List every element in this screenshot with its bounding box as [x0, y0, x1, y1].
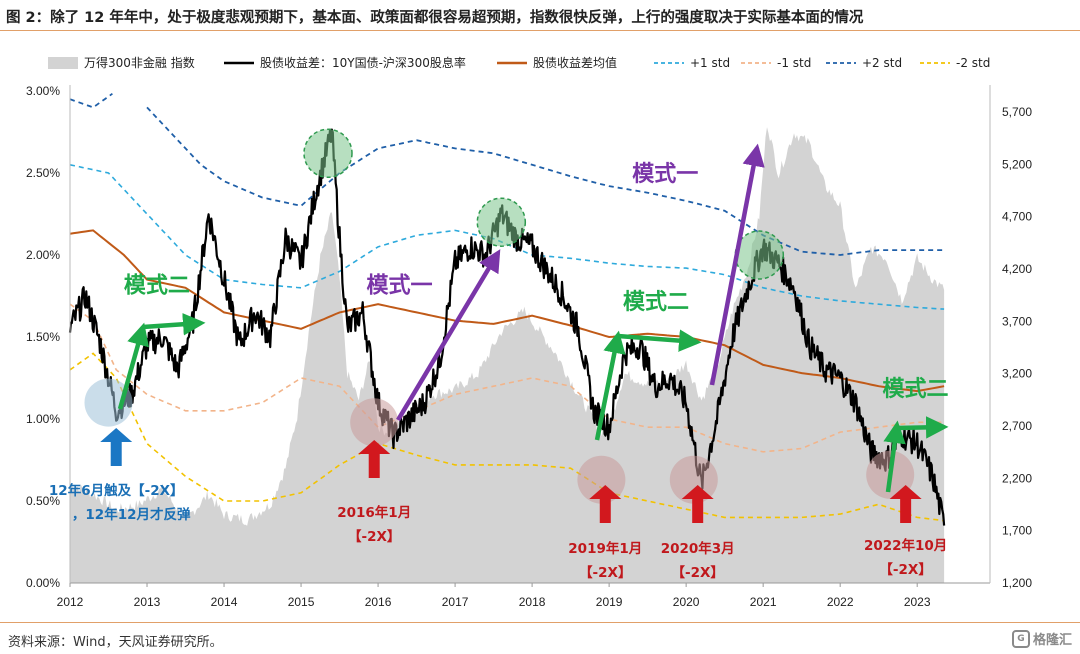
x-tick-label-2012: 2012	[57, 595, 84, 609]
legend-item-5: -1 std	[741, 56, 811, 70]
figure-title: 图 2：除了 12 年年中，处于极度悲观预期下，基本面、政策面都很容易超预期，指…	[6, 10, 864, 26]
y-right-tick-label-5: 3,700	[1002, 314, 1032, 328]
x-tick-label-2019: 2019	[596, 595, 623, 609]
y-right-tick-label-4: 3,200	[1002, 367, 1032, 381]
series-area-index	[70, 127, 945, 583]
legend-item-2: 股债收益差：10Y国债-沪深300股息率	[224, 55, 466, 70]
y-right-tick-label-2: 2,200	[1002, 471, 1032, 485]
series-line-mean	[69, 229, 945, 393]
highlight-circle-2	[303, 128, 353, 179]
y-left-tick-label-5: 2.50%	[26, 166, 60, 180]
highlight-circle-3	[350, 398, 399, 447]
event-label-1-line-1: 12年6月触及【-2X】	[49, 482, 184, 499]
pattern-arrow-up-2022	[883, 420, 906, 493]
x-tick-label-2022: 2022	[827, 595, 854, 609]
highlight-circle-1	[84, 378, 133, 427]
legend-label-3: 股债收益差均值	[533, 55, 617, 70]
event-label-3-line-1: 2019年1月	[568, 540, 642, 557]
watermark-text: 格隆汇	[1032, 633, 1072, 648]
series-line-2std-minus2	[69, 352, 945, 522]
y-left-tick-label-2: 1.00%	[26, 412, 60, 426]
title-divider	[0, 30, 1080, 31]
source-note: 资料来源：Wind，天风证券研究所。	[8, 635, 223, 650]
event-label-1-line-2: ，12年12月才反弹	[72, 506, 191, 523]
y-left-tick-label-3: 1.50%	[26, 330, 60, 344]
legend-label-1: 万得300非金融 指数	[84, 55, 195, 70]
event-arrow-1	[100, 428, 133, 466]
event-label-2-line-2: 【-2X】	[348, 529, 400, 545]
legend-label-2: 股债收益差：10Y国债-沪深300股息率	[260, 55, 466, 70]
y-right-tick-label-3: 2,700	[1002, 419, 1032, 433]
legend-item-1: 万得300非金融 指数	[48, 55, 195, 70]
series-line-2std-plus2-seg1	[146, 106, 945, 256]
x-tick-label-2016: 2016	[365, 595, 392, 609]
pattern-arrow-right-2022	[896, 416, 949, 439]
watermark-logo-icon: G	[1011, 629, 1030, 648]
event-arrow-5	[889, 485, 922, 523]
pattern-label-4: 模式二	[623, 290, 689, 315]
event-arrow-4	[681, 485, 714, 523]
series-line-2std-plus2-seg0	[69, 92, 113, 109]
y-right-tick-label-7: 4,700	[1002, 210, 1032, 224]
event-arrow-2	[358, 440, 391, 478]
x-tick-label-2013: 2013	[134, 595, 161, 609]
y-left-tick-label-0: 0.00%	[26, 576, 60, 590]
x-tick-label-2020: 2020	[673, 595, 700, 609]
highlight-circle-6	[669, 455, 718, 504]
legend-swatch-area	[48, 57, 78, 69]
y-left-tick-label-4: 2.00%	[26, 248, 60, 262]
legend-label-6: +2 std	[862, 56, 902, 70]
highlight-circle-5	[577, 455, 626, 504]
pattern-arrow-2016	[396, 249, 501, 422]
x-tick-label-2021: 2021	[750, 595, 777, 609]
x-tick-label-2014: 2014	[211, 595, 238, 609]
pattern-label-2: 模式一	[367, 274, 433, 299]
footer-divider	[0, 622, 1080, 623]
event-label-3-line-2: 【-2X】	[579, 565, 631, 581]
x-tick-label-2017: 2017	[442, 595, 469, 609]
highlight-circle-4	[476, 197, 527, 247]
pattern-arrow-right-2012	[142, 313, 206, 336]
pattern-label-1: 模式二	[124, 274, 190, 299]
event-label-5-line-1: 2022年10月	[864, 537, 947, 554]
y-right-tick-label-0: 1,200	[1002, 576, 1032, 590]
legend-item-6: +2 std	[826, 56, 902, 70]
event-label-4-line-1: 2020年3月	[661, 540, 735, 557]
y-right-tick-label-9: 5,700	[1002, 105, 1032, 119]
y-right-tick-label-1: 1,700	[1002, 524, 1032, 538]
event-arrow-3	[589, 485, 622, 523]
legend-label-7: -2 std	[956, 56, 990, 70]
chart-canvas: 2012 2013 2014 2015 2016 2017 2018 2019 2020 2021…	[26, 55, 1032, 609]
y-left-tick-label-1: 0.50%	[26, 494, 60, 508]
pattern-arrow-up-2019	[594, 330, 626, 441]
x-tick-label-2018: 2018	[519, 595, 546, 609]
event-label-5-line-2: 【-2X】	[879, 562, 931, 578]
legend-label-4: +1 std	[690, 56, 730, 70]
watermark: G 格隆汇	[1011, 629, 1072, 648]
y-right-tick-label-6: 4,200	[1002, 262, 1032, 276]
pattern-arrow-right-2019	[617, 329, 702, 352]
pattern-arrow-2020	[709, 143, 765, 386]
pattern-label-3: 模式一	[632, 162, 698, 187]
highlight-circle-7	[734, 230, 785, 280]
y-right-tick-label-8: 5,200	[1002, 157, 1032, 171]
event-label-2-line-1: 2016年1月	[337, 504, 411, 521]
pattern-label-5: 模式二	[883, 377, 949, 402]
series-line-1std-minus1	[69, 303, 945, 453]
event-label-4-line-2: 【-2X】	[671, 565, 723, 581]
legend-label-5: -1 std	[777, 56, 811, 70]
legend-item-4: +1 std	[654, 56, 730, 70]
x-tick-label-2015: 2015	[288, 595, 315, 609]
pattern-arrow-up-2012	[117, 322, 149, 410]
legend-item-3: 股债收益差均值	[497, 55, 617, 70]
legend-item-7: -2 std	[920, 56, 990, 70]
x-tick-label-2023: 2023	[904, 595, 931, 609]
y-left-tick-label-6: 3.00%	[26, 84, 60, 98]
